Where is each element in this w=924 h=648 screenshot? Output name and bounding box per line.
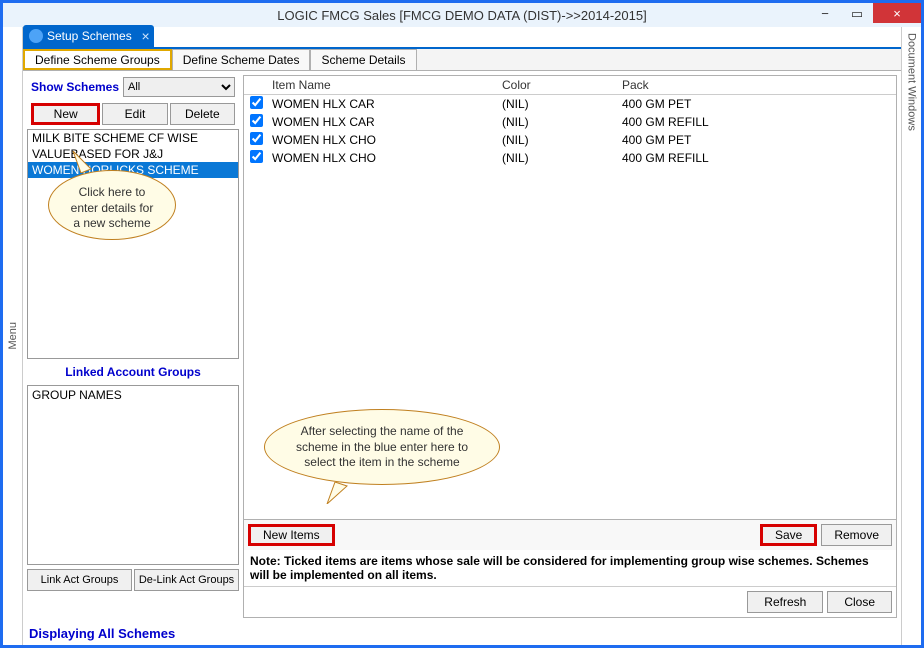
new-button[interactable]: New [31, 103, 100, 125]
item-action-row: New Items Save Remove [244, 519, 896, 550]
scheme-buttons: New Edit Delete [27, 103, 239, 125]
main-area: Setup Schemes × Define Scheme Groups Def… [23, 27, 901, 645]
app-body: Menu Setup Schemes × Define Scheme Group… [3, 27, 921, 645]
callout-pointer-icon [71, 151, 101, 173]
show-schemes-label: Show Schemes [31, 80, 119, 94]
delete-button[interactable]: Delete [170, 103, 235, 125]
tab-scheme-details[interactable]: Scheme Details [310, 49, 416, 70]
callout-text: Click here to enter details for a new sc… [67, 185, 157, 232]
item-checkbox[interactable] [250, 96, 263, 109]
linked-groups-header: Linked Account Groups [27, 363, 239, 381]
titlebar-controls: − ▭ × [809, 3, 921, 23]
close-button[interactable]: × [873, 3, 921, 23]
item-row[interactable]: WOMEN HLX CAR (NIL) 400 GM PET [244, 95, 896, 113]
document-tab-setup-schemes[interactable]: Setup Schemes × [23, 25, 154, 47]
remove-button[interactable]: Remove [821, 524, 892, 546]
item-row[interactable]: WOMEN HLX CHO (NIL) 400 GM REFILL [244, 149, 896, 167]
note-text: Note: Ticked items are items whose sale … [244, 550, 896, 586]
doc-tab-close-icon[interactable]: × [142, 29, 150, 43]
right-column: Item Name Color Pack WOMEN HLX CAR (NIL)… [243, 75, 897, 618]
header-item-name[interactable]: Item Name [268, 76, 498, 94]
header-color[interactable]: Color [498, 76, 618, 94]
item-pack-cell: 400 GM PET [618, 97, 896, 111]
right-rail-label: Document Windows [906, 33, 918, 131]
tab-define-scheme-dates[interactable]: Define Scheme Dates [172, 49, 311, 70]
header-pack[interactable]: Pack [618, 76, 896, 94]
item-pack-cell: 400 GM PET [618, 133, 896, 147]
inner-tabs: Define Scheme Groups Define Scheme Dates… [23, 49, 901, 71]
item-checkbox[interactable] [250, 132, 263, 145]
spacer [339, 524, 756, 546]
link-act-groups-button[interactable]: Link Act Groups [27, 569, 132, 591]
left-rail-menu[interactable]: Menu [3, 27, 23, 645]
item-checkbox[interactable] [250, 114, 263, 127]
maximize-button[interactable]: ▭ [841, 3, 873, 23]
item-name-cell: WOMEN HLX CAR [268, 115, 498, 129]
item-color-cell: (NIL) [498, 115, 618, 129]
edit-button[interactable]: Edit [102, 103, 167, 125]
item-name-cell: WOMEN HLX CHO [268, 133, 498, 147]
item-name-cell: WOMEN HLX CAR [268, 97, 498, 111]
schemes-filter-select[interactable]: All [123, 77, 235, 97]
scheme-list[interactable]: MILK BITE SCHEME CF WISE VALUEBASED FOR … [27, 129, 239, 359]
item-pack-cell: 400 GM REFILL [618, 151, 896, 165]
item-color-cell: (NIL) [498, 133, 618, 147]
item-pack-cell: 400 GM REFILL [618, 115, 896, 129]
linked-groups-list[interactable]: GROUP NAMES [27, 385, 239, 565]
titlebar: LOGIC FMCG Sales [FMCG DEMO DATA (DIST)-… [3, 3, 921, 27]
item-row[interactable]: WOMEN HLX CAR (NIL) 400 GM REFILL [244, 113, 896, 131]
content-row: Show Schemes All New Edit Delete MILK BI… [23, 71, 901, 622]
item-row[interactable]: WOMEN HLX CHO (NIL) 400 GM PET [244, 131, 896, 149]
link-buttons-row: Link Act Groups De-Link Act Groups [27, 569, 239, 591]
close-panel-button[interactable]: Close [827, 591, 892, 613]
scheme-list-item[interactable]: VALUEBASED FOR J&J [28, 146, 238, 162]
right-rail-documents[interactable]: Document Windows [901, 27, 921, 645]
linked-group-item[interactable]: GROUP NAMES [32, 388, 234, 402]
scheme-list-item[interactable]: MILK BITE SCHEME CF WISE [28, 130, 238, 146]
window-title: LOGIC FMCG Sales [FMCG DEMO DATA (DIST)-… [277, 8, 646, 23]
callout-text: After selecting the name of the scheme i… [283, 424, 481, 471]
callout-pointer-icon [325, 482, 355, 504]
left-column: Show Schemes All New Edit Delete MILK BI… [27, 75, 239, 618]
status-line: Displaying All Schemes [23, 622, 901, 645]
header-check-col [244, 76, 268, 94]
item-color-cell: (NIL) [498, 151, 618, 165]
save-button[interactable]: Save [760, 524, 817, 546]
tab-define-scheme-groups[interactable]: Define Scheme Groups [23, 49, 172, 70]
item-checkbox[interactable] [250, 150, 263, 163]
callout-new-scheme: Click here to enter details for a new sc… [48, 170, 176, 240]
minimize-button[interactable]: − [809, 3, 841, 23]
callout-select-item: After selecting the name of the scheme i… [264, 409, 500, 485]
item-table-header: Item Name Color Pack [244, 76, 896, 95]
new-items-button[interactable]: New Items [248, 524, 335, 546]
delink-act-groups-button[interactable]: De-Link Act Groups [134, 569, 239, 591]
left-rail-label: Menu [7, 322, 19, 350]
footer-buttons: Refresh Close [244, 586, 896, 617]
refresh-button[interactable]: Refresh [747, 591, 823, 613]
show-schemes-row: Show Schemes All [27, 75, 239, 99]
doc-tab-label: Setup Schemes [47, 29, 132, 43]
item-table-body: WOMEN HLX CAR (NIL) 400 GM PET WOMEN HLX… [244, 95, 896, 519]
item-color-cell: (NIL) [498, 97, 618, 111]
doc-tab-icon [29, 29, 43, 43]
item-name-cell: WOMEN HLX CHO [268, 151, 498, 165]
window-frame: LOGIC FMCG Sales [FMCG DEMO DATA (DIST)-… [0, 0, 924, 648]
document-tab-bar: Setup Schemes × [23, 27, 901, 49]
